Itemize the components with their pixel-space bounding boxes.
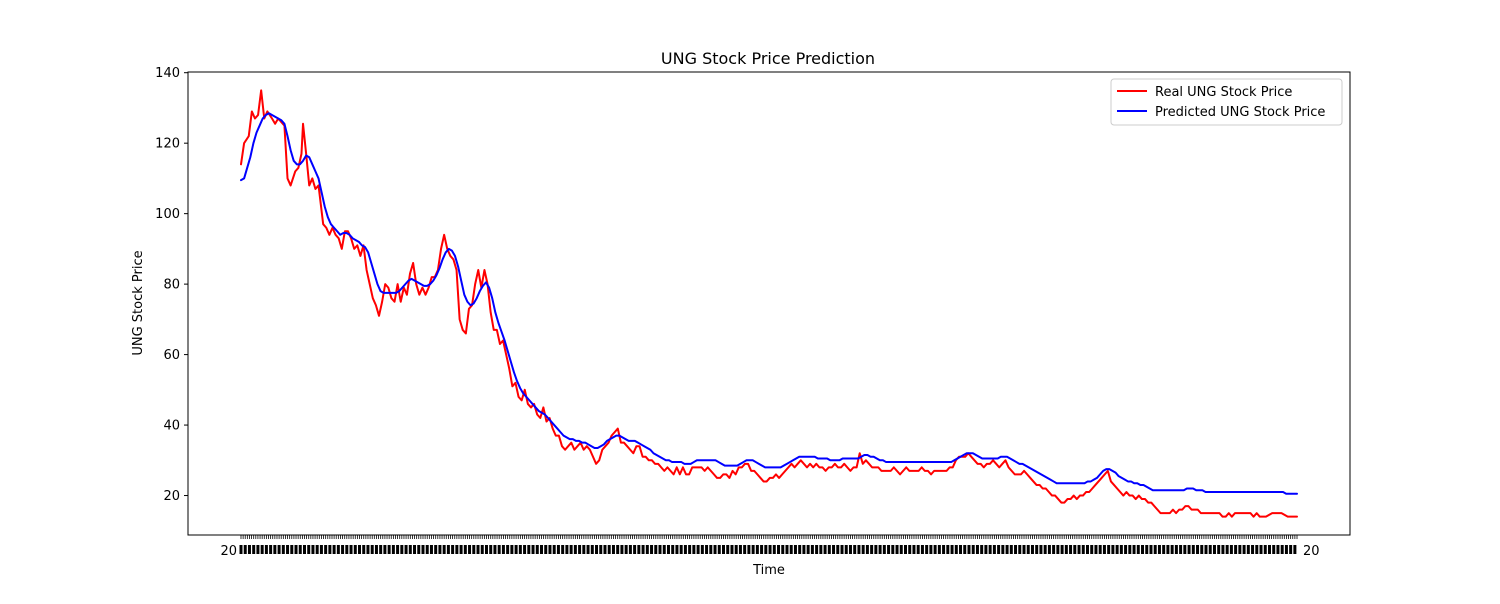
y-tick-label: 80 [163, 278, 180, 293]
legend-label-predicted: Predicted UNG Stock Price [1155, 105, 1325, 120]
y-tick-label: 40 [163, 419, 180, 434]
y-axis: 20 40 60 80 100 120 140 [155, 66, 188, 504]
y-tick-label: 120 [155, 137, 180, 152]
axes-frame [187, 71, 1351, 536]
series-layer [240, 89, 1298, 518]
x-tick-label-first: 20 [220, 544, 237, 559]
x-axis: 20 20 [220, 535, 1320, 559]
series-line-predicted [240, 112, 1298, 495]
y-tick-label: 100 [155, 207, 180, 222]
x-axis-label: Time [752, 563, 785, 578]
legend-label-real: Real UNG Stock Price [1155, 85, 1292, 100]
legend-box [1110, 78, 1343, 126]
y-axis-label: UNG Stock Price [131, 250, 146, 355]
legend: Real UNG Stock Price Predicted UNG Stock… [1110, 78, 1343, 126]
x-tick-label-last: 20 [1303, 544, 1320, 559]
x-tick-marks [240, 535, 1298, 539]
y-tick-label: 140 [155, 66, 180, 81]
series-line-real [240, 89, 1298, 518]
y-tick-label: 20 [163, 489, 180, 504]
chart-title: UNG Stock Price Prediction [661, 49, 875, 68]
x-tick-label-band [239, 545, 1297, 554]
y-tick-label: 60 [163, 348, 180, 363]
